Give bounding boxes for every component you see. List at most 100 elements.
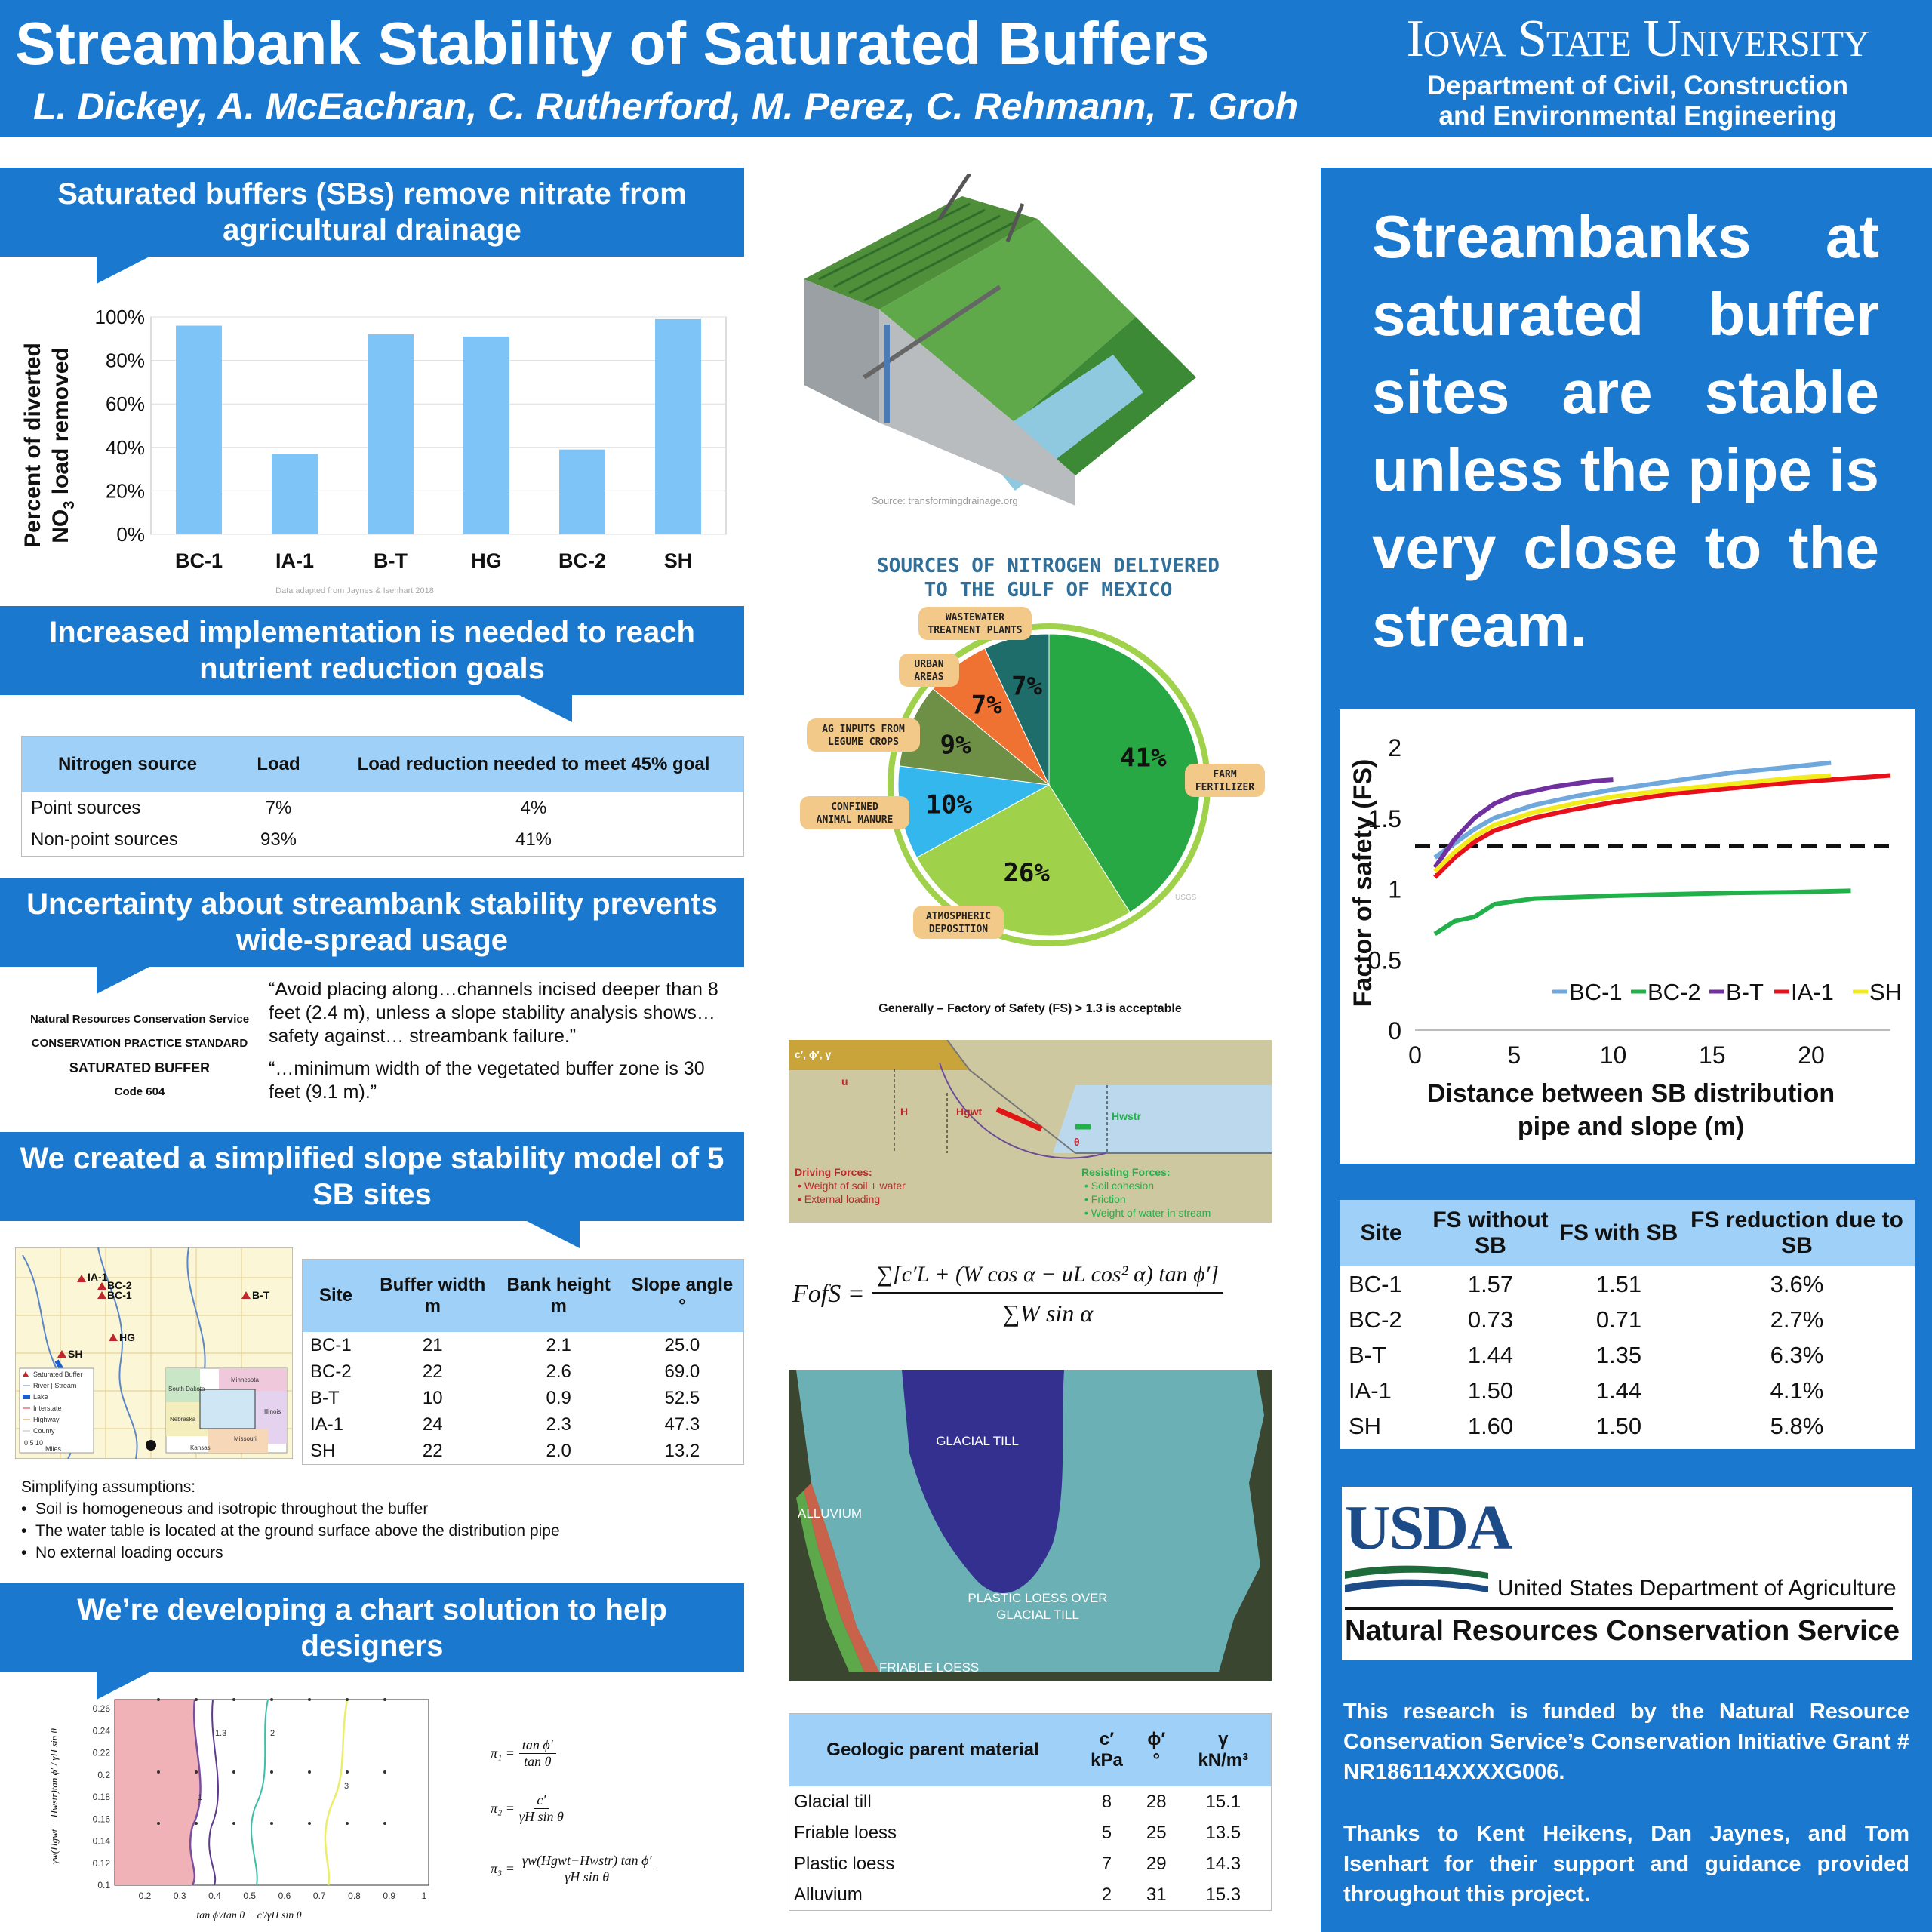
image-source: Source: transformingdrainage.org: [872, 495, 1018, 506]
pie-category-label: WASTEWATER: [946, 612, 1004, 623]
table-cell: 41%: [515, 829, 552, 850]
pie-category-label: ANIMAL MANURE: [817, 814, 894, 826]
banner-tail: [97, 1672, 149, 1700]
quote-1: “Avoid placing along…channels incised de…: [269, 979, 718, 1047]
nrcs-standard-block: Natural Resources Conservation Service C…: [15, 1008, 264, 1104]
bar-ytick-label: 60%: [106, 392, 145, 415]
table-row: B-T 10 0.9 52.5: [303, 1385, 743, 1411]
bar-category-label: BC-2: [558, 549, 606, 572]
design-contour-chart: 1.3 1 2 3 0.26 0.24 0.22 0.2 0.18 0.16 0.14 0.1…: [48, 1698, 429, 1921]
design-xtick: 0.2: [139, 1890, 152, 1901]
resisting-force-item: • Weight of water in stream: [1084, 1207, 1211, 1219]
table-cell: IA-1: [1349, 1377, 1392, 1404]
bar-chart-ylabel-2: NO3 load removed: [48, 347, 78, 543]
fs-legend-label: BC-1: [1569, 979, 1623, 1005]
bar-sh: [655, 318, 701, 534]
table-cell: 13.5: [1205, 1822, 1241, 1843]
table-cell: Glacial till: [794, 1791, 872, 1812]
table-cell: 5: [1101, 1822, 1112, 1843]
slope-angle: θ: [1074, 1136, 1080, 1148]
assumptions-block: Simplifying assumptions: • Soil is homog…: [21, 1476, 746, 1564]
table-cell: 15.3: [1205, 1884, 1241, 1905]
table-cell: 2: [1101, 1884, 1112, 1905]
nitrogen-table-header: Load: [257, 754, 300, 774]
table-row: IA-1 24 2.3 47.3: [303, 1411, 743, 1438]
table-cell: 7: [1101, 1853, 1112, 1874]
north-arrow-icon: [146, 1440, 156, 1451]
pi1: π₁ = tan ϕ′ tan θ: [491, 1728, 747, 1778]
table-cell: 47.3: [664, 1414, 700, 1435]
geology-label: FRIABLE LOESS: [879, 1660, 979, 1675]
table-cell: 14.3: [1205, 1853, 1241, 1874]
nrcs-line: SATURATED BUFFER: [69, 1060, 211, 1075]
pie-category-box: [899, 654, 959, 687]
pi-groups: π₁ = tan ϕ′ tan θ π₂ = c′ γH sin θ π₃ = …: [491, 1728, 747, 1899]
table-cell: SH: [310, 1440, 336, 1461]
site-table-header: Buffer width m: [380, 1275, 486, 1316]
design-ytick: 0.24: [93, 1725, 111, 1736]
pie-slice: [1048, 633, 1201, 913]
table-cell: 4.1%: [1770, 1377, 1824, 1404]
soil-profile-left: [804, 279, 879, 423]
table-cell: 3.6%: [1770, 1270, 1824, 1297]
state-label: Illinois: [264, 1408, 281, 1415]
site-table-header: Bank height m: [506, 1275, 611, 1316]
crop-field: [804, 196, 1038, 309]
fs-series-bc-2: [1433, 888, 1851, 937]
pie-category-box: [913, 906, 1004, 939]
fs-xtick-label: 5: [1507, 1041, 1521, 1069]
design-ytick: 0.26: [93, 1703, 111, 1714]
friable-loess-region: [804, 1483, 879, 1672]
pie-category-label: ATMOSPHERIC: [926, 911, 991, 922]
nitrogen-table-header: Load reduction needed to meet 45% goal: [357, 754, 710, 774]
site-table-header: Slope angle °: [631, 1275, 734, 1316]
contour-label: 1.3: [215, 1729, 226, 1738]
legend-item: River | Stream: [33, 1382, 76, 1389]
section-banner-chart-solution: We’re developing a chart solution to hel…: [0, 1583, 744, 1672]
table-row: Point sources 7% 4%: [22, 792, 743, 824]
key-message: Streambanks at saturated buffer sites ar…: [1372, 203, 1879, 659]
fs-ytick-label: 1.5: [1368, 805, 1401, 832]
contour-1: [189, 1699, 202, 1886]
equation-lhs: FofS =: [792, 1280, 865, 1308]
section-banner-nitrate: Saturated buffers (SBs) remove nitrate f…: [0, 168, 744, 257]
legend-item: Interstate: [33, 1404, 62, 1412]
fs-legend-label: B-T: [1726, 979, 1764, 1005]
quote-2: “…minimum width of the vegetated buffer …: [269, 1058, 705, 1103]
design-xtick: 0.3: [174, 1890, 186, 1901]
table-cell: Alluvium: [794, 1884, 863, 1905]
legend-item: County: [33, 1427, 55, 1435]
contour-2: [251, 1699, 269, 1886]
nitrogen-sources-pie: SOURCES OF NITROGEN DELIVERED TO THE GUL…: [800, 555, 1265, 946]
usda-dept-name: United States Department of Agriculture: [1497, 1576, 1897, 1601]
design-xtick: 0.4: [208, 1890, 221, 1901]
bar-ytick-label: 20%: [106, 479, 145, 502]
table-cell: 5.8%: [1770, 1412, 1824, 1439]
design-ytick: 0.22: [93, 1748, 111, 1758]
bar-category-label: B-T: [374, 549, 408, 572]
map-label: BC-2: [107, 1279, 132, 1291]
fs-ytick-label: 0.5: [1368, 946, 1401, 974]
geology-label: GLACIAL TILL: [996, 1607, 1079, 1622]
state-label: Nebraska: [170, 1416, 196, 1423]
table-cell: 0.71: [1595, 1306, 1642, 1333]
pie-slice: [916, 784, 1131, 937]
table-cell: Plastic loess: [794, 1853, 895, 1874]
poster-header: [0, 0, 1932, 137]
top-layer: [789, 1040, 970, 1070]
pie-pct-label: 7%: [971, 690, 1002, 720]
pie-category-box: [800, 796, 909, 829]
state-label: Minnesota: [231, 1377, 259, 1383]
assumptions-title: Simplifying assumptions:: [21, 1478, 196, 1496]
pie-category-label: DEPOSITION: [929, 924, 988, 935]
table-cell: BC-2: [1349, 1306, 1402, 1333]
section-title: Increased implementation is needed to re…: [49, 616, 695, 685]
soil-params: c′, ϕ′, γ: [795, 1048, 832, 1060]
table-cell: 0.73: [1467, 1306, 1514, 1333]
table-row: SH 1.60 1.50 5.8%: [1340, 1408, 1915, 1444]
map-label: IA-1: [88, 1271, 108, 1283]
geology-table-header: γ kN/m³: [1198, 1729, 1249, 1770]
slope-diagram-title: Generally – Factory of Safety (FS) > 1.3…: [878, 1002, 1182, 1015]
